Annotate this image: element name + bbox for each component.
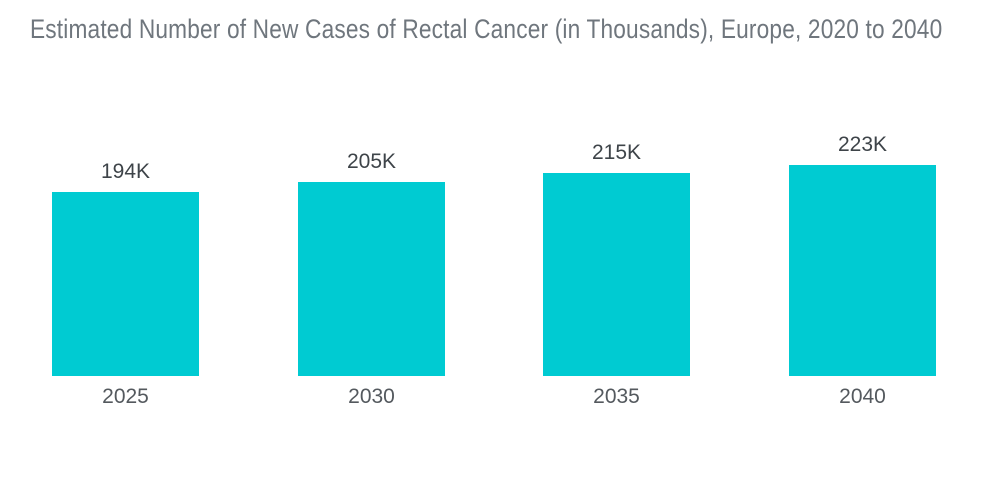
bar-value-label-2030: 205K <box>346 150 397 173</box>
bar-2040 <box>789 165 936 376</box>
bar-2035 <box>543 173 690 376</box>
bar-value-label-2035: 215K <box>591 141 642 164</box>
x-axis-label-2035: 2035 <box>593 385 640 408</box>
bar-value-label-2040: 223K <box>837 133 888 156</box>
x-axis-label-2030: 2030 <box>348 385 395 408</box>
x-axis-label-2025: 2025 <box>102 385 149 408</box>
bar-group-2035: 215K 2035 <box>543 141 690 407</box>
bar-group-2025: 194K 2025 <box>52 160 199 407</box>
bar-value-label-2025: 194K <box>100 160 151 183</box>
x-axis-label-2040: 2040 <box>839 385 886 408</box>
bar-group-2040: 223K 2040 <box>789 133 936 407</box>
chart-title: Estimated Number of New Cases of Rectal … <box>30 14 943 44</box>
bar-2030 <box>298 182 445 376</box>
bar-2025 <box>52 192 199 376</box>
bar-group-2030: 205K 2030 <box>298 150 445 407</box>
